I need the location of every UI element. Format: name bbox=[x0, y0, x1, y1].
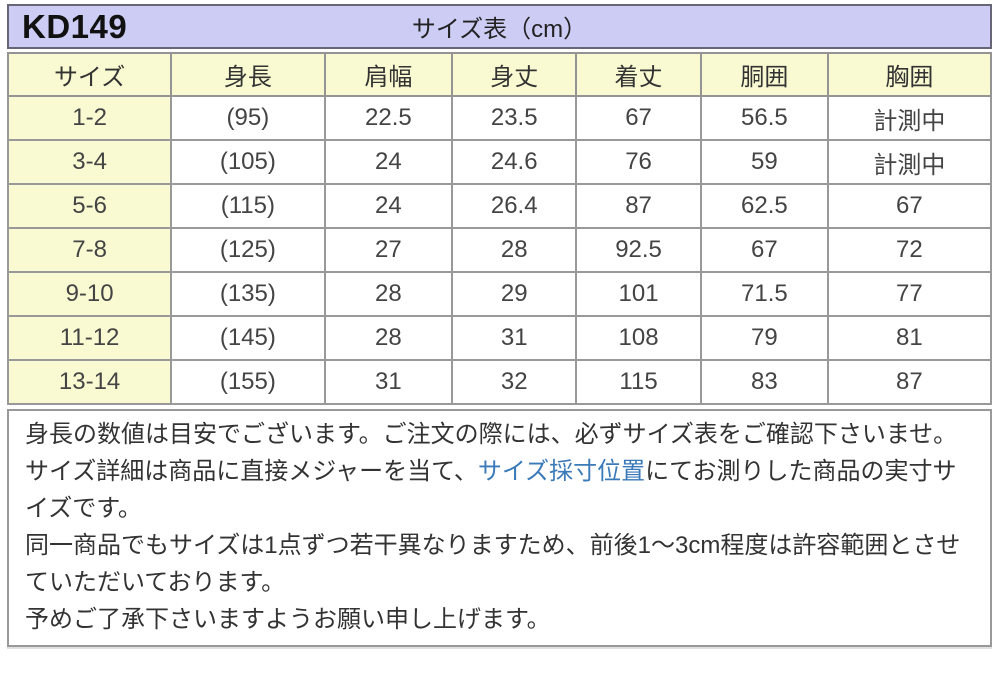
value-cell: 22.5 bbox=[323, 95, 454, 141]
note-line-guideline: 身長の数値は目安でございます。ご注文の際には、必ずサイズ表をご確認下さいませ。 bbox=[25, 421, 958, 448]
value-cell: 28 bbox=[323, 271, 454, 317]
table-row: 1-2 (95) 22.5 23.5 67 56.5 計測中 bbox=[6, 95, 993, 141]
value-cell: 59 bbox=[699, 139, 829, 185]
product-code: KD149 bbox=[22, 7, 128, 45]
table-row: 11-12 (145) 28 31 108 79 81 bbox=[6, 315, 993, 361]
value-cell: 77 bbox=[826, 271, 993, 317]
note-line-tolerance: 同一商品でもサイズは1点ずつ若干異なりますため、前後1〜3cm程度は許容範囲とさ… bbox=[25, 532, 961, 596]
value-cell: 27 bbox=[323, 227, 454, 273]
table-row: 13-14 (155) 31 32 115 83 87 bbox=[6, 359, 993, 405]
note-line-measurement: サイズ詳細は商品に直接メジャーを当て、サイズ採寸位置にてお測りした商品の実寸サイ… bbox=[25, 453, 974, 527]
size-cell: 1-2 bbox=[6, 95, 173, 141]
size-chart-title: サイズ表（cm） bbox=[411, 16, 588, 43]
value-cell: (115) bbox=[170, 183, 326, 229]
value-cell: 76 bbox=[575, 139, 702, 185]
column-header: 身丈 bbox=[451, 52, 578, 97]
size-cell: 7-8 bbox=[6, 227, 173, 273]
value-cell: 23.5 bbox=[451, 95, 578, 141]
size-table-header-row: サイズ 身長 肩幅 身丈 着丈 胴囲 胸囲 bbox=[6, 52, 993, 97]
value-cell: 32 bbox=[451, 359, 578, 405]
column-header: サイズ bbox=[6, 52, 173, 97]
table-row: 9-10 (135) 28 29 101 71.5 77 bbox=[6, 271, 993, 317]
column-header: 身長 bbox=[170, 52, 326, 97]
size-cell: 9-10 bbox=[6, 271, 173, 317]
table-row: 5-6 (115) 24 26.4 87 62.5 67 bbox=[6, 183, 993, 229]
size-cell: 13-14 bbox=[6, 359, 173, 405]
value-cell: 115 bbox=[575, 359, 702, 405]
value-cell: 28 bbox=[323, 315, 454, 361]
value-cell: 81 bbox=[826, 315, 993, 361]
value-cell: (95) bbox=[170, 95, 326, 141]
size-table-body: 1-2 (95) 22.5 23.5 67 56.5 計測中 3-4 (105) 24 24.6 76… bbox=[6, 95, 993, 405]
notes-box: 身長の数値は目安でございます。ご注文の際には、必ずサイズ表をご確認下さいませ。 … bbox=[7, 409, 992, 647]
value-cell: (145) bbox=[170, 315, 326, 361]
size-measurement-link[interactable]: サイズ採寸位置 bbox=[477, 458, 646, 485]
column-header: 肩幅 bbox=[323, 52, 454, 97]
size-cell: 3-4 bbox=[6, 139, 173, 185]
value-cell: 29 bbox=[451, 271, 578, 317]
value-cell: 83 bbox=[699, 359, 829, 405]
value-cell: 67 bbox=[699, 227, 829, 273]
value-cell: 計測中 bbox=[826, 139, 993, 185]
value-cell: 24 bbox=[323, 183, 454, 229]
value-cell: (125) bbox=[170, 227, 326, 273]
table-row: 7-8 (125) 27 28 92.5 67 72 bbox=[6, 227, 993, 273]
value-cell: 108 bbox=[575, 315, 702, 361]
header-band: KD149 サイズ表（cm） bbox=[7, 4, 992, 49]
value-cell: 計測中 bbox=[826, 95, 993, 141]
column-header: 着丈 bbox=[575, 52, 702, 97]
value-cell: (135) bbox=[170, 271, 326, 317]
value-cell: 67 bbox=[575, 95, 702, 141]
value-cell: 24.6 bbox=[451, 139, 578, 185]
value-cell: 31 bbox=[323, 359, 454, 405]
value-cell: 79 bbox=[699, 315, 829, 361]
value-cell: 101 bbox=[575, 271, 702, 317]
note-text-after-link: にてお測りした商品の実寸サイズです。 bbox=[25, 458, 957, 522]
note-text-before-link: サイズ詳細は商品に直接メジャーを当て、 bbox=[25, 458, 478, 485]
size-cell: 11-12 bbox=[6, 315, 173, 361]
table-row: 3-4 (105) 24 24.6 76 59 計測中 bbox=[6, 139, 993, 185]
size-cell: 5-6 bbox=[6, 183, 173, 229]
value-cell: (155) bbox=[170, 359, 326, 405]
value-cell: 71.5 bbox=[699, 271, 829, 317]
value-cell: (105) bbox=[170, 139, 326, 185]
value-cell: 26.4 bbox=[451, 183, 578, 229]
column-header: 胴囲 bbox=[699, 52, 829, 97]
value-cell: 67 bbox=[826, 183, 993, 229]
value-cell: 28 bbox=[451, 227, 578, 273]
value-cell: 62.5 bbox=[699, 183, 829, 229]
value-cell: 87 bbox=[575, 183, 702, 229]
value-cell: 31 bbox=[451, 315, 578, 361]
value-cell: 72 bbox=[826, 227, 993, 273]
value-cell: 24 bbox=[323, 139, 454, 185]
size-table: サイズ 身長 肩幅 身丈 着丈 胴囲 胸囲 1-2 (95) 22.5 23.5 67 56.5 計測中… bbox=[6, 52, 993, 405]
value-cell: 87 bbox=[826, 359, 993, 405]
value-cell: 92.5 bbox=[575, 227, 702, 273]
value-cell: 56.5 bbox=[699, 95, 829, 141]
note-line-apology: 予めご了承下さいますようお願い申し上げます。 bbox=[25, 606, 551, 633]
column-header: 胸囲 bbox=[826, 52, 993, 97]
